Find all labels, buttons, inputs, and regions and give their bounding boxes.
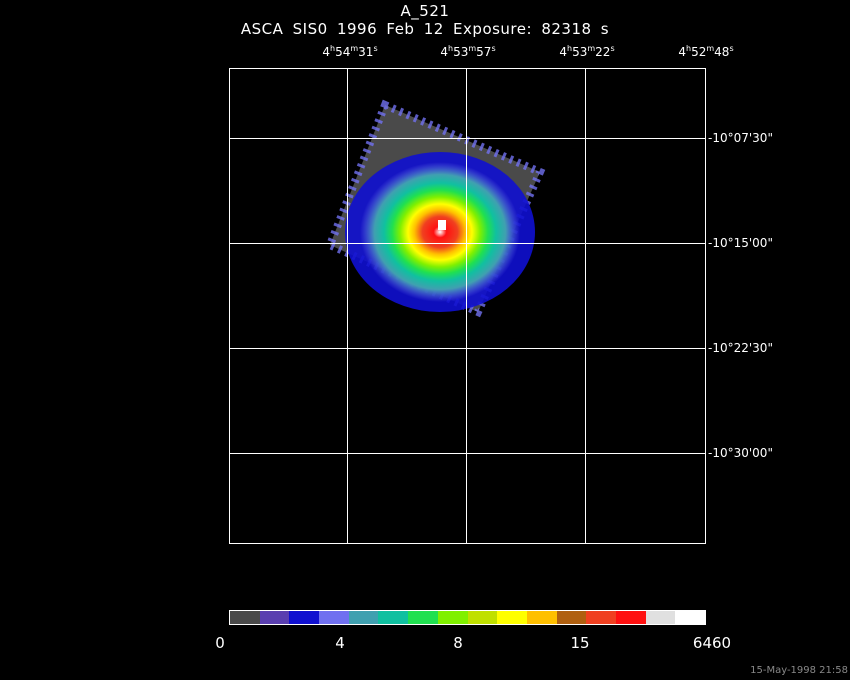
cluster-peak [438, 220, 446, 230]
colorbar-label: 15 [570, 634, 590, 652]
colorbar-swatch [289, 611, 320, 624]
plot-frame [229, 68, 706, 544]
colorbar-swatch [319, 611, 349, 624]
image-title: A_521 [400, 2, 450, 20]
dec-tick-label: -10°30'00" [708, 446, 773, 460]
colorbar-swatch [467, 611, 498, 624]
colorbar-label: 4 [335, 634, 345, 652]
detector-edge [324, 99, 546, 318]
colorbar-swatch [230, 611, 260, 624]
colorbar-swatch [586, 611, 616, 624]
ra-tick-label: 4h54m31s [322, 44, 378, 59]
cluster-emission [360, 162, 520, 302]
colorbar-swatch [645, 611, 676, 624]
colorbar-swatch [408, 611, 438, 624]
dec-tick-label: -10°07'30" [708, 131, 773, 145]
dec-tick-label: -10°15'00" [708, 236, 773, 250]
ra-tick-label: 4h53m57s [440, 44, 496, 59]
dec-tick-label: -10°22'30" [708, 341, 773, 355]
colorbar [229, 610, 706, 625]
colorbar-swatch [526, 611, 557, 624]
colorbar-swatch [378, 611, 409, 624]
coordinate-grid [229, 68, 705, 543]
colorbar-swatch [348, 611, 379, 624]
timestamp: 15-May-1998 21:58 [750, 665, 848, 676]
colorbar-label: 0 [215, 634, 225, 652]
colorbar-swatch [259, 611, 290, 624]
colorbar-label: 8 [453, 634, 463, 652]
ra-tick-label: 4h52m48s [678, 44, 734, 59]
colorbar-swatch [675, 611, 705, 624]
colorbar-swatch [556, 611, 587, 624]
colorbar-label: 6460 [692, 634, 732, 652]
ra-tick-label: 4h53m22s [559, 44, 615, 59]
colorbar-swatch [497, 611, 527, 624]
observation-info: ASCA SIS0 1996 Feb 12 Exposure: 82318 s [240, 20, 610, 38]
colorbar-swatch [437, 611, 468, 624]
colorbar-swatch [615, 611, 646, 624]
